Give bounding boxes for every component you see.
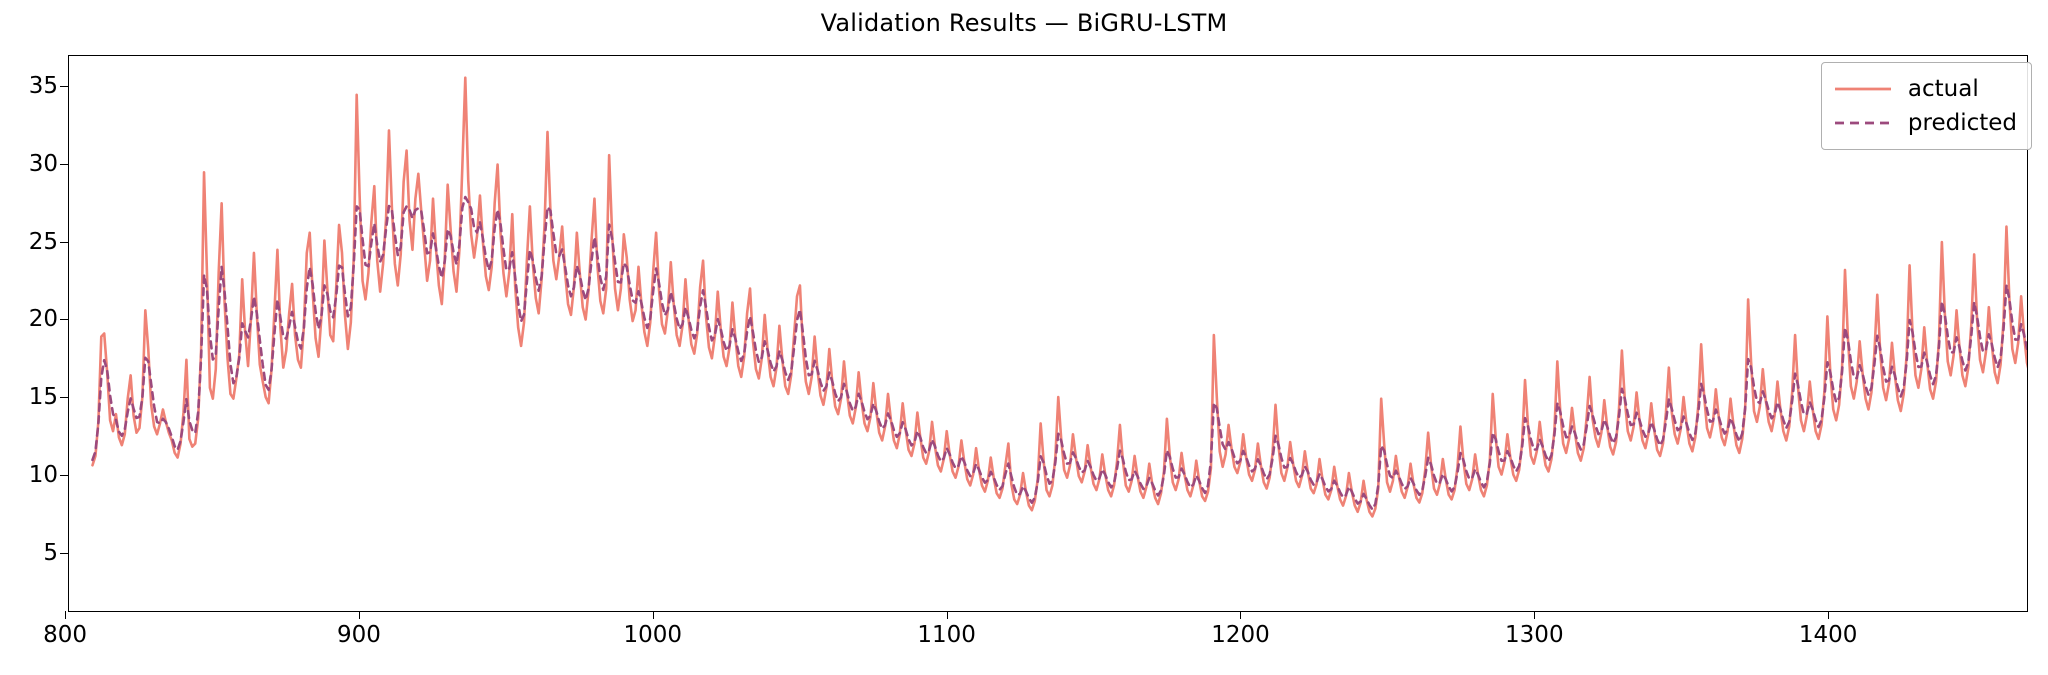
y-tick-mark [60,552,68,554]
y-tick-label: 25 [28,228,58,255]
x-tick-label: 800 [43,622,87,648]
x-tick-label: 1200 [1211,622,1270,648]
x-tick-mark [652,611,654,619]
x-tick-mark [946,611,948,619]
x-tick-label: 1300 [1505,622,1564,648]
legend-label: actual [1907,76,1979,102]
y-tick-label: 15 [28,384,58,411]
plot-area [68,55,2028,612]
x-tick-mark [1240,611,1242,619]
x-tick-mark [1534,611,1536,619]
legend-item-predicted[interactable]: predicted [1834,106,2017,140]
series-lines [91,76,2027,518]
legend-swatch-predicted-icon [1834,114,1892,132]
legend-item-actual[interactable]: actual [1834,72,2017,106]
y-tick-label: 35 [28,73,58,100]
y-tick-label: 20 [28,306,58,333]
x-tick-label: 1000 [623,622,683,648]
y-tick-label: 10 [28,462,58,489]
y-tick-mark [60,86,68,88]
series-line-actual [91,76,2027,518]
legend-swatch-actual-icon [1834,80,1892,98]
series-line-predicted [91,195,2027,511]
x-tick-label: 900 [336,622,381,648]
y-tick-label: 30 [28,150,58,177]
y-tick-label: 5 [43,539,58,566]
x-tick-mark [1828,611,1830,619]
legend: actual predicted [1820,62,2032,150]
y-tick-mark [60,397,68,399]
y-tick-mark [60,475,68,477]
x-tick-mark [65,611,67,619]
page-title: Validation Results — BiGRU-LSTM [820,9,1228,37]
x-tick-label: 1400 [1798,622,1858,648]
x-tick-label: 1100 [917,622,976,648]
y-tick-mark [60,319,68,321]
y-tick-mark [60,163,68,165]
y-tick-mark [60,241,68,243]
legend-label: predicted [1907,110,2017,136]
x-tick-mark [358,611,360,619]
